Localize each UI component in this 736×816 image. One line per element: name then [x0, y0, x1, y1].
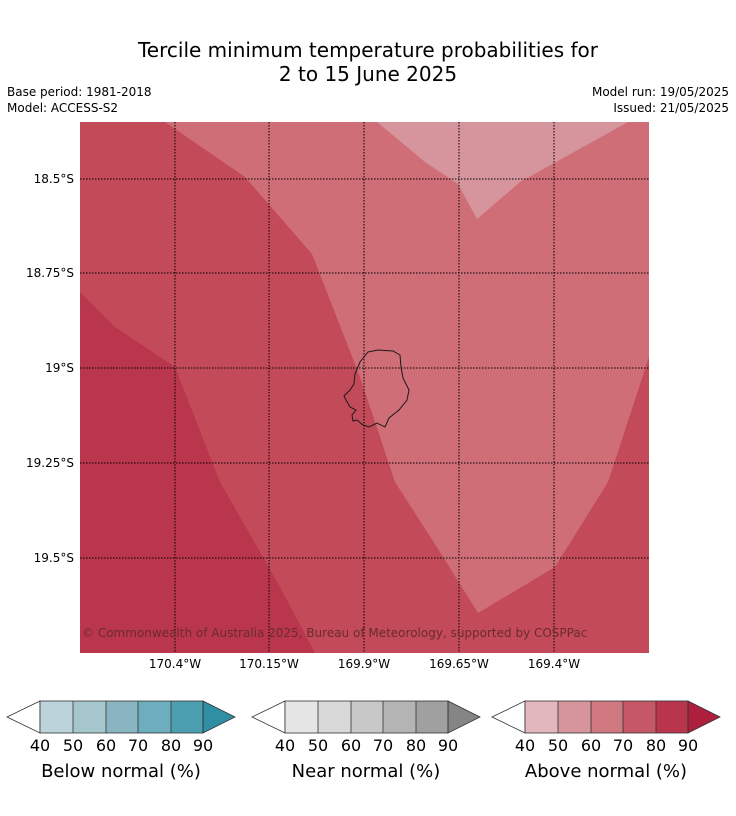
colorbar-tick: 50: [307, 736, 329, 755]
colorbar-swatch: [525, 701, 558, 733]
colorbar-swatch: [656, 701, 688, 733]
colorbar-tick: 80: [160, 736, 182, 755]
colorbar-swatch: [40, 701, 73, 733]
model-name: Model: ACCESS-S2: [7, 101, 119, 115]
colorbar-swatch: [416, 701, 448, 733]
colorbar-tick: 60: [95, 736, 117, 755]
colorbar-swatch: [623, 701, 656, 733]
lat-label: 19.25°S: [26, 456, 74, 470]
lat-label: 18.5°S: [33, 172, 74, 186]
base-period: Base period: 1981-2018: [7, 85, 152, 99]
colorbar-max-arrow: [447, 700, 481, 734]
colorbar-swatch: [138, 701, 171, 733]
colorbar-swatch: [318, 701, 351, 733]
colorbar-tick: 80: [405, 736, 427, 755]
lon-label: 170.4°W: [148, 657, 202, 671]
colorbar-tick: 40: [274, 736, 296, 755]
lon-label: 169.9°W: [337, 657, 391, 671]
colorbar-above-normal: [491, 700, 721, 800]
colorbar-title: Below normal (%): [41, 761, 201, 782]
region-above-50-60: [377, 122, 628, 219]
copyright-notice: © Commonwealth of Australia 2025, Bureau…: [82, 626, 588, 640]
colorbar-tick: 60: [340, 736, 362, 755]
colorbar-min-arrow: [491, 700, 526, 734]
colorbar-tick: 90: [437, 736, 459, 755]
colorbar-swatch: [106, 701, 138, 733]
colorbar-min-arrow: [251, 700, 286, 734]
colorbar-below-normal: [6, 700, 236, 800]
colorbar-swatch: [351, 701, 383, 733]
colorbar-swatch: [73, 701, 106, 733]
colorbar-tick: 40: [514, 736, 536, 755]
lon-label: 169.4°W: [527, 657, 581, 671]
colorbar-tick: 90: [677, 736, 699, 755]
model-run: Model run: 19/05/2025: [591, 85, 729, 99]
colorbar-below-graphic: [6, 700, 236, 734]
meta-right: Model run: 19/05/2025 Issued: 21/05/2025: [592, 84, 729, 116]
colorbar-above-graphic: [491, 700, 721, 734]
lon-label: 170.15°W: [239, 657, 299, 671]
colorbar-title: Near normal (%): [291, 761, 441, 782]
region-above-80-90: [80, 292, 315, 653]
title-line-2: 2 to 15 June 2025: [278, 62, 458, 86]
colorbar-tick: 80: [645, 736, 667, 755]
colorbar-swatch: [285, 701, 318, 733]
lon-label: 169.65°W: [429, 657, 489, 671]
lat-label: 19°S: [45, 361, 74, 375]
colorbar-swatch: [591, 701, 623, 733]
colorbar-max-arrow: [687, 700, 721, 734]
meta-left: Base period: 1981-2018 Model: ACCESS-S2: [7, 84, 152, 116]
lat-label: 19.5°S: [33, 551, 74, 565]
colorbar-near-graphic: [251, 700, 481, 734]
colorbar-tick: 40: [29, 736, 51, 755]
colorbar-near-normal: [251, 700, 481, 800]
map-title: Tercile minimum temperature probabilitie…: [0, 38, 736, 86]
niue-island-outline: [343, 349, 410, 428]
colorbar-swatch: [171, 701, 203, 733]
colorbar-min-arrow: [6, 700, 41, 734]
colorbar-swatch: [558, 701, 591, 733]
colorbar-tick: 70: [127, 736, 149, 755]
colorbar-title: Above normal (%): [524, 761, 688, 782]
colorbar-swatch: [383, 701, 416, 733]
title-line-1: Tercile minimum temperature probabilitie…: [137, 38, 599, 62]
probability-map: [80, 122, 649, 653]
lat-label: 18.75°S: [26, 266, 74, 280]
colorbar-tick: 50: [547, 736, 569, 755]
issued-date: Issued: 21/05/2025: [613, 101, 729, 115]
colorbar-tick: 60: [580, 736, 602, 755]
colorbar-tick: 50: [62, 736, 84, 755]
colorbar-tick: 90: [192, 736, 214, 755]
colorbar-max-arrow: [202, 700, 236, 734]
graticule: [80, 122, 649, 653]
colorbar-tick: 70: [612, 736, 634, 755]
map-canvas: [80, 122, 649, 653]
colorbar-tick: 70: [372, 736, 394, 755]
